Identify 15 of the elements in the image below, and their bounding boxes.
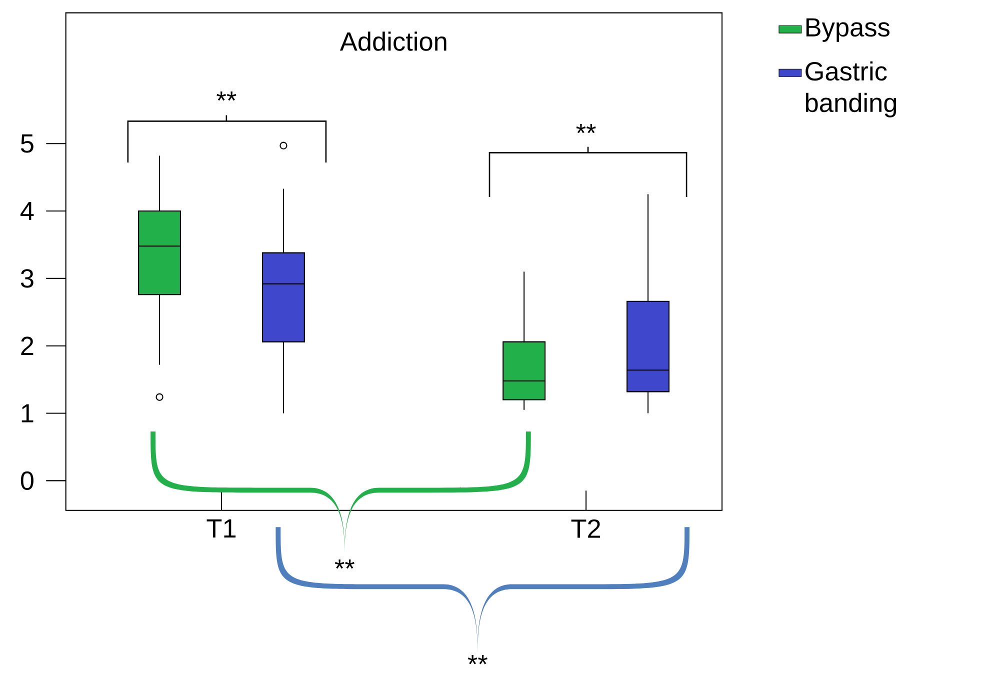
legend-label: Bypass	[806, 18, 890, 42]
y-tick-label: 0	[20, 472, 34, 490]
y-tick-label: 1	[22, 404, 34, 422]
annotation: **	[576, 124, 596, 134]
y-tick-label: 3	[20, 269, 34, 288]
y-tick-label: 2	[21, 336, 34, 356]
y-tick-label: 5	[20, 134, 34, 153]
text: Addiction	[340, 32, 446, 51]
text: **	[334, 560, 354, 569]
x-tick-label: T1	[206, 519, 236, 538]
annotation: **	[216, 92, 236, 101]
x-tick-label: T2	[571, 519, 600, 538]
text: **	[468, 655, 488, 664]
y-tick-label: 4	[20, 202, 34, 220]
legend-label: Gastric banding	[806, 61, 896, 118]
